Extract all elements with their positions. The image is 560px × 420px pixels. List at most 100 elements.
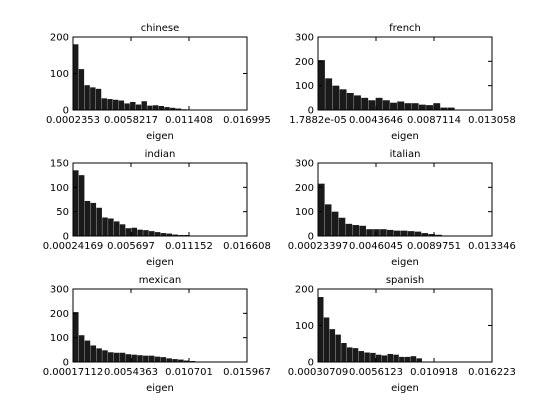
subplot-indian: indian 0 50 100 150 0.00024169 0.005697 0.01115… xyxy=(43,149,271,268)
histogram-bar xyxy=(332,85,340,110)
histogram-bar xyxy=(393,230,401,236)
y-tick-label: 0 xyxy=(308,106,314,117)
x-axis-label: eigen xyxy=(146,131,174,142)
histogram-bar xyxy=(124,103,130,110)
x-tick-label: 0.016608 xyxy=(223,241,271,252)
subplot-title: spanish xyxy=(386,275,424,286)
histogram-bar xyxy=(84,85,90,110)
histogram-bar xyxy=(90,87,96,110)
histogram-bar xyxy=(113,221,120,236)
histogram-bar xyxy=(414,231,422,236)
histogram-bar xyxy=(368,100,376,110)
histogram-bar xyxy=(364,352,370,362)
histogram-bar xyxy=(318,183,325,236)
y-tick-label: 0 xyxy=(63,358,69,369)
histogram-bar xyxy=(397,101,405,110)
histogram-bar xyxy=(366,229,373,236)
histogram-bar xyxy=(175,108,182,110)
subplot-italian: italian 0 100 200 300 0.00023397 0.0046045 0.00… xyxy=(288,149,516,268)
histogram-bar xyxy=(137,229,143,236)
histogram-bar xyxy=(324,204,332,236)
x-tick-label: 0.013058 xyxy=(468,115,516,126)
x-tick-label: 0.016223 xyxy=(468,367,516,378)
histogram-bar xyxy=(160,233,167,236)
x-axis-label: eigen xyxy=(391,257,419,268)
histogram-bar xyxy=(359,225,366,236)
x-axis-label: eigen xyxy=(391,383,419,394)
histogram-bar xyxy=(119,224,126,236)
histogram-bar xyxy=(107,99,113,110)
x-tick-label: 0.00030709 xyxy=(288,367,348,378)
y-tick-label: 200 xyxy=(295,57,314,68)
y-tick-label: 200 xyxy=(50,309,69,320)
histogram-bar xyxy=(96,207,102,236)
histogram-bar xyxy=(143,355,149,362)
y-tick-label: 200 xyxy=(295,285,314,296)
y-tick-label: 100 xyxy=(295,321,314,332)
histogram-bar xyxy=(154,356,161,362)
histogram-bar xyxy=(166,233,173,236)
histogram-bar xyxy=(390,102,397,110)
histogram-bar xyxy=(354,95,361,110)
histogram-bar xyxy=(90,202,97,236)
histogram-bar xyxy=(447,107,455,110)
histogram-bar xyxy=(73,44,79,110)
histogram-bar xyxy=(341,343,347,362)
histogram-bar xyxy=(335,334,341,363)
x-tick-label: 1.7882e-05 xyxy=(289,115,346,126)
x-axis-label: eigen xyxy=(146,383,174,394)
x-tick-label: 0.005697 xyxy=(107,241,155,252)
histogram-bar xyxy=(399,356,405,362)
histogram-bar xyxy=(435,234,442,236)
histogram-bar xyxy=(325,78,333,110)
histogram-bar xyxy=(183,360,190,362)
histogram-bar xyxy=(404,103,412,110)
histogram-bar xyxy=(125,354,132,362)
histogram-bar xyxy=(370,352,376,363)
x-tick-label: 0.0054363 xyxy=(104,367,158,378)
histogram-bar xyxy=(421,233,429,236)
histogram-bar xyxy=(102,217,108,236)
histogram-bar xyxy=(154,232,161,236)
histogram-bar xyxy=(164,107,170,110)
x-tick-label: 0.016995 xyxy=(223,115,271,126)
y-tick-label: 0 xyxy=(63,232,69,243)
x-tick-label: 0.015967 xyxy=(223,367,271,378)
x-tick-label: 0.0043646 xyxy=(349,115,403,126)
histogram-bar xyxy=(147,105,153,110)
x-tick-label: 0.0058217 xyxy=(104,115,158,126)
y-tick-label: 0 xyxy=(308,358,314,369)
histogram-bar xyxy=(143,230,149,236)
histogram-bar xyxy=(118,100,125,110)
histogram-bar xyxy=(135,104,142,110)
x-axis-label: eigen xyxy=(146,257,174,268)
histogram-bar xyxy=(411,103,419,110)
histogram-bar xyxy=(130,101,136,110)
histogram-bar xyxy=(433,103,441,110)
histogram-bar xyxy=(160,357,167,362)
histogram-bar xyxy=(352,225,360,236)
histogram-bar xyxy=(346,92,354,110)
x-tick-label: 0.00017112 xyxy=(43,367,103,378)
y-tick-label: 300 xyxy=(295,159,314,170)
histogram-bar xyxy=(426,105,433,110)
histogram-bar xyxy=(95,88,102,110)
histogram-bar xyxy=(166,358,172,362)
histogram-bar xyxy=(418,104,426,110)
histogram-bar xyxy=(318,60,325,110)
x-tick-label: 0.0002353 xyxy=(46,115,100,126)
histogram-bar xyxy=(318,297,324,362)
y-tick-label: 300 xyxy=(295,33,314,44)
y-tick-label: 100 xyxy=(295,81,314,92)
y-tick-label: 100 xyxy=(50,183,69,194)
histogram-bar xyxy=(440,107,448,110)
y-tick-label: 50 xyxy=(56,207,69,218)
y-tick-label: 200 xyxy=(295,183,314,194)
subplot-mexican: mexican 0 100 200 300 0.00017112 0.0054363 0.01… xyxy=(43,275,271,394)
x-tick-label: 0.0046045 xyxy=(349,241,403,252)
histogram-bar xyxy=(84,340,91,362)
subplot-title: italian xyxy=(390,149,421,160)
histogram-bar xyxy=(172,234,178,236)
y-tick-label: 100 xyxy=(50,69,69,80)
